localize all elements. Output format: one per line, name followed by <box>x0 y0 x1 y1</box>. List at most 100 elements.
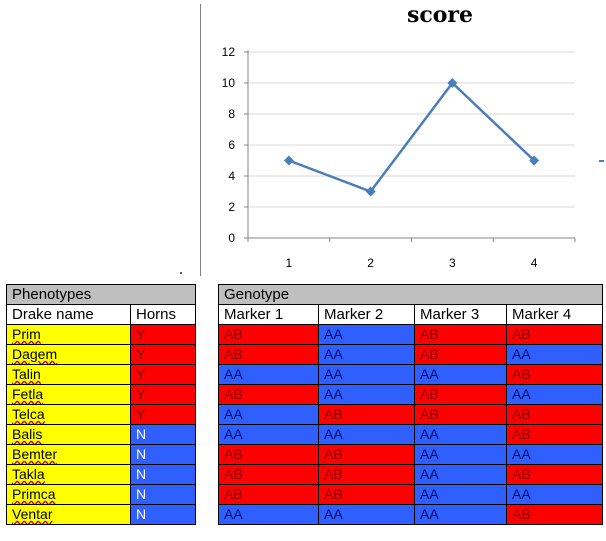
x-tick-label: 2 <box>367 256 374 270</box>
table-row: Bemter N <box>6 444 197 465</box>
genotype-cell: AA <box>414 444 507 465</box>
genotype-cell: AA <box>505 444 604 465</box>
genotype-cell: AB <box>505 504 604 525</box>
genotype-cell: AB <box>414 384 507 405</box>
genotype-cell: AB <box>218 324 319 345</box>
data-point <box>283 155 294 166</box>
genotype-cell: AB <box>318 444 415 465</box>
genotype-cell: AA <box>318 424 415 445</box>
horns-header: Horns <box>129 304 197 325</box>
phenotypes-columns-row: Drake name Horns <box>6 304 197 325</box>
horns-cell: Y <box>129 344 197 365</box>
genotype-cell: AA <box>318 504 415 525</box>
divider-line <box>200 4 201 276</box>
genotype-cell: AA <box>414 484 507 505</box>
data-point <box>447 78 458 88</box>
table-row: Prim Y <box>6 324 197 345</box>
drake-name-header: Drake name <box>6 304 131 325</box>
genotype-cell: AA <box>218 504 319 525</box>
y-tick-label: 12 <box>222 45 236 59</box>
horns-cell: N <box>129 504 197 525</box>
drake-name-cell: Balis <box>6 424 131 445</box>
x-tick-label: 4 <box>531 256 538 270</box>
table-row: AA AA AA AB <box>218 364 604 385</box>
genotype-cell: AB <box>218 464 319 485</box>
genotype-cell: AB <box>218 484 319 505</box>
genotype-cell: AA <box>414 424 507 445</box>
phenotypes-header: Phenotypes <box>5 284 197 305</box>
genotype-cell: AA <box>505 384 604 405</box>
table-row: Ventar N <box>6 504 197 525</box>
table-gap <box>196 284 217 532</box>
drake-name-cell: Ventar <box>6 504 131 525</box>
genotype-cell: AA <box>218 364 319 385</box>
stray-dot <box>180 272 182 274</box>
table-row: AB AA AB AB <box>218 324 604 345</box>
horns-cell: Y <box>129 404 197 425</box>
genotype-cell: AB <box>505 424 604 445</box>
data-point <box>365 186 376 197</box>
marker-header-3: Marker 3 <box>414 304 507 325</box>
drake-name-cell: Telca <box>6 404 131 425</box>
marker-header-1: Marker 1 <box>218 304 319 325</box>
table-row: AA AB AB AB <box>218 404 604 425</box>
horns-cell: Y <box>129 324 197 345</box>
marker-header-4: Marker 4 <box>505 304 604 325</box>
drake-name-cell: Bemter <box>6 444 131 465</box>
horns-cell: Y <box>129 364 197 385</box>
series-line <box>288 81 535 194</box>
genotype-cell: AB <box>505 464 604 485</box>
table-row: AA AA AA AB <box>218 424 604 445</box>
genotype-cell: AB <box>505 324 604 345</box>
genotype-cell: AB <box>218 444 319 465</box>
genotype-cell: AB <box>505 404 604 425</box>
drake-name-cell: Primca <box>6 484 131 505</box>
table-row: Takla N <box>6 464 197 485</box>
table-row: AB AB AA AB <box>218 464 604 485</box>
genotype-table: Genotype Marker 1 Marker 2 Marker 3 Marker … <box>217 284 604 525</box>
y-tick-label: 4 <box>228 169 235 183</box>
table-row: Primca N <box>6 484 197 505</box>
genotype-cell: AA <box>414 504 507 525</box>
genotype-header-row: Genotype <box>217 284 604 305</box>
genotype-cell: AB <box>414 404 507 425</box>
horns-cell: N <box>129 424 197 445</box>
score-chart: score 0 2 4 6 8 10 12 1 2 3 4 <box>222 2 576 270</box>
y-tick-label: 8 <box>228 107 235 121</box>
table-row: AB AB AA AA <box>218 484 604 505</box>
genotype-cell: AB <box>318 464 415 485</box>
marker-header-2: Marker 2 <box>318 304 415 325</box>
genotype-cell: AA <box>318 384 415 405</box>
genotype-cell: AA <box>318 364 415 385</box>
table-row: Telca Y <box>6 404 197 425</box>
table-row: AB AA AB AA <box>218 344 604 365</box>
x-tick-label: 3 <box>449 256 456 270</box>
table-row: Fetla Y <box>6 384 197 405</box>
genotype-cell: AA <box>218 404 319 425</box>
genotype-cell: AA <box>318 344 415 365</box>
genotype-cell: AB <box>318 484 415 505</box>
genotype-cell: AB <box>218 384 319 405</box>
genotype-cell: AB <box>218 344 319 365</box>
y-tick-label: 2 <box>228 200 235 214</box>
phenotypes-table: Phenotypes Drake name Horns Prim Y Dagem Y T… <box>5 284 197 525</box>
drake-name-cell: Fetla <box>6 384 131 405</box>
table-row: Balis N <box>6 424 197 445</box>
genotype-cell: AA <box>505 344 604 365</box>
x-tick-label: 1 <box>286 256 293 270</box>
table-row: AB AA AB AA <box>218 384 604 405</box>
y-tick-label: 10 <box>222 76 236 90</box>
chart-title: score <box>406 2 474 28</box>
drake-name-cell: Dagem <box>6 344 131 365</box>
genotype-cell: AA <box>218 424 319 445</box>
genotype-cell: AA <box>414 464 507 485</box>
markers-header-row: Marker 1 Marker 2 Marker 3 Marker 4 <box>218 304 604 325</box>
table-row: Talin Y <box>6 364 197 385</box>
genotype-cell: AB <box>414 324 507 345</box>
horns-cell: Y <box>129 384 197 405</box>
genotype-cell: AB <box>505 364 604 385</box>
data-point <box>529 155 540 166</box>
genotype-cell: AA <box>505 484 604 505</box>
drake-name-cell: Takla <box>6 464 131 485</box>
